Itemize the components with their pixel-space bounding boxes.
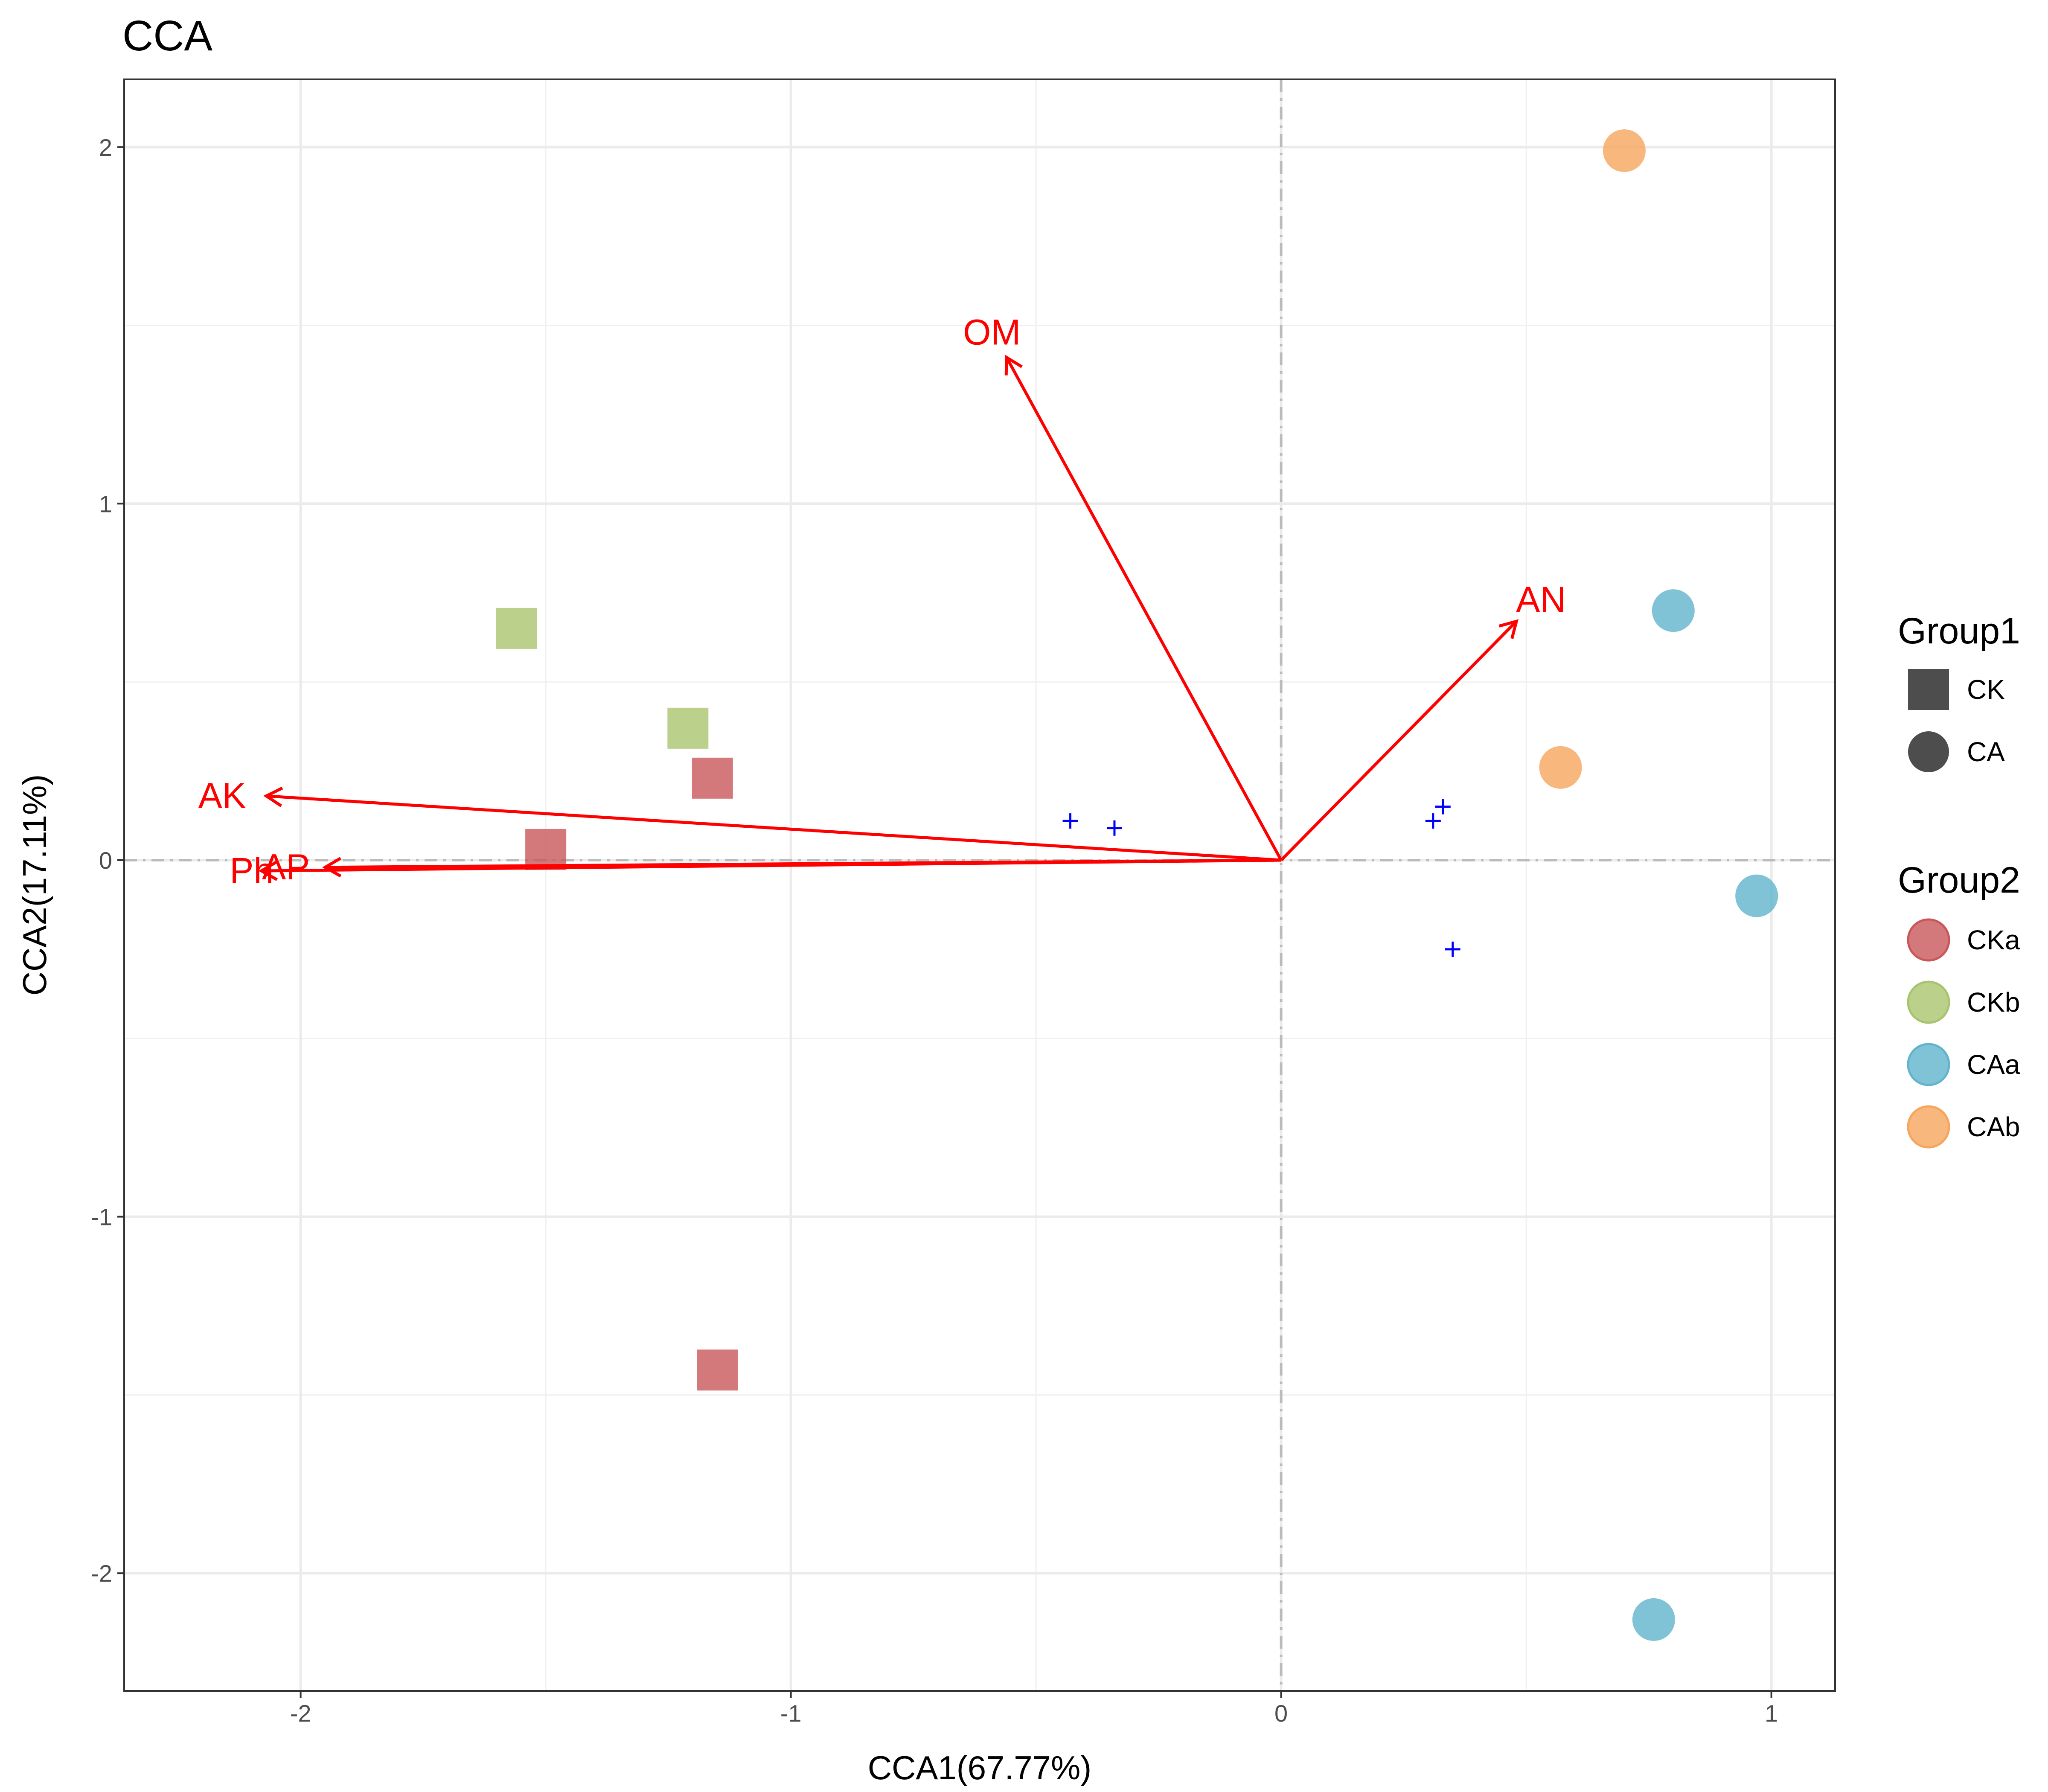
point-CAa: [1632, 1598, 1675, 1641]
legend-key-cka: [1907, 918, 1950, 962]
grid-minor: [124, 79, 1835, 1691]
arrow-head-ap: [322, 857, 342, 878]
point-CKb: [496, 608, 537, 649]
arrow-head-ph: [258, 860, 278, 881]
legend-key-circle: [1908, 731, 1949, 772]
reference-lines: [124, 79, 1835, 1691]
point-CKa: [525, 829, 567, 870]
legend-label-ca: CA: [1967, 736, 2005, 767]
y-tick-label: 0: [99, 847, 112, 874]
legend-key-caa: [1907, 1043, 1950, 1086]
legend-label-ckb: CKb: [1967, 987, 2020, 1018]
species-points: [1062, 799, 1460, 957]
species-point: [1435, 799, 1451, 815]
legend-label-cka: CKa: [1967, 925, 2020, 955]
x-axis-title: CCA1(67.77%): [868, 1749, 1092, 1786]
arrow-label-ap: AP: [262, 847, 310, 887]
legend: Group1 CK CA Group2 CKa CKb CAa CAb: [1898, 611, 2020, 1149]
arrow-label-ph: Ph: [230, 850, 273, 890]
species-point: [1445, 941, 1460, 957]
y-axis-title: CCA2(17.11%): [16, 774, 53, 996]
chart-title: CCA: [122, 12, 212, 60]
plot-panel: [124, 79, 1835, 1691]
arrow-head-an: [1498, 619, 1519, 639]
sample-points: [496, 129, 1778, 1641]
legend-key-ckb: [1907, 980, 1950, 1024]
arrow-ak: [266, 794, 1281, 862]
arrow-label-om: OM: [963, 312, 1021, 352]
species-point: [1425, 813, 1441, 829]
y-tick-label: -1: [91, 1204, 112, 1231]
arrow-label-an: AN: [1516, 579, 1566, 620]
x-tick-label: -1: [780, 1700, 802, 1727]
legend-title-group2: Group2: [1898, 860, 2020, 901]
legend-key-square: [1908, 669, 1949, 710]
x-tick-label: 0: [1274, 1700, 1288, 1727]
y-tick-label: 1: [99, 490, 112, 517]
axis-ticks: -2 -1 0 1 -2 -1 0 1 2: [91, 134, 1778, 1727]
point-CKa: [697, 1349, 738, 1391]
y-tick-label: 2: [99, 134, 112, 161]
x-tick-label: -2: [290, 1700, 311, 1727]
legend-label-ck: CK: [1967, 674, 2005, 705]
species-point: [1106, 820, 1122, 836]
plot-border: [123, 79, 1836, 1692]
point-CKa: [692, 757, 733, 799]
legend-label-cab: CAb: [1967, 1111, 2020, 1142]
arrow-head-ak: [263, 786, 283, 807]
x-tick-label: 1: [1765, 1700, 1778, 1727]
legend-key-cab: [1907, 1105, 1950, 1149]
arrow-label-ak: AK: [198, 776, 246, 816]
arrow-head-om: [1004, 355, 1023, 375]
species-point: [1062, 813, 1078, 829]
legend-label-caa: CAa: [1967, 1049, 2020, 1080]
point-CAa: [1652, 589, 1695, 632]
point-CAb: [1603, 129, 1646, 172]
legend-title-group1: Group1: [1898, 611, 2020, 652]
arrow-om: [1005, 357, 1283, 861]
point-CAa: [1735, 874, 1778, 917]
point-CAb: [1539, 746, 1582, 789]
point-CKb: [667, 707, 709, 749]
arrow-an: [1280, 620, 1518, 861]
arrow-ap: [325, 858, 1281, 869]
y-tick-label: -2: [91, 1560, 112, 1587]
